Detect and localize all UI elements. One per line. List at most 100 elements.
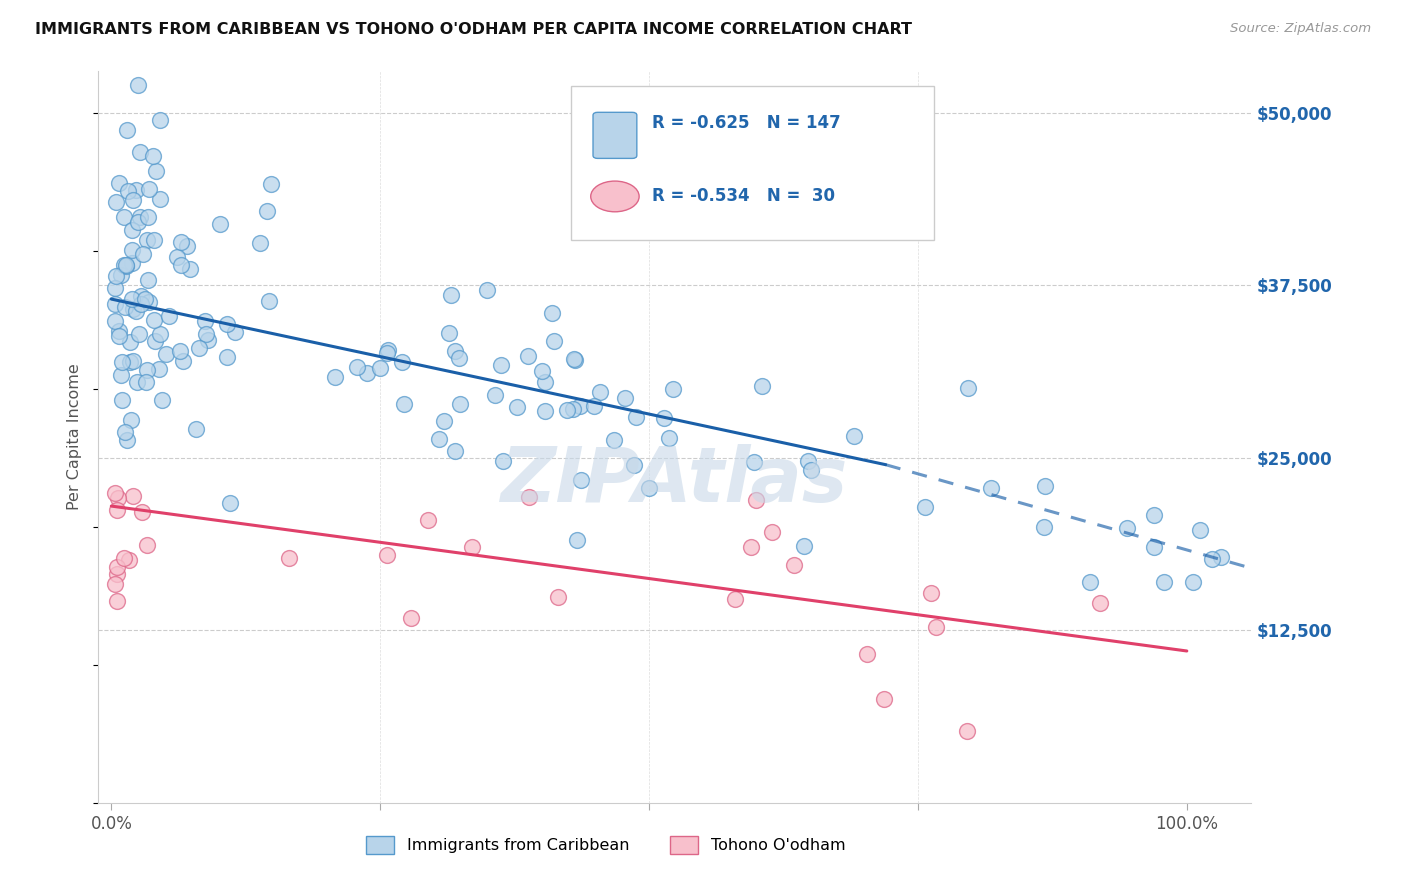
Point: [449, 397, 471, 411]
Point: [1143, 540, 1166, 554]
Text: IMMIGRANTS FROM CARIBBEAN VS TOHONO O'ODHAM PER CAPITA INCOME CORRELATION CHART: IMMIGRANTS FROM CARIBBEAN VS TOHONO O'OD…: [35, 22, 912, 37]
Point: [588, 385, 610, 400]
Point: [170, 258, 193, 272]
Point: [219, 496, 242, 510]
Point: [138, 182, 160, 196]
Point: [136, 233, 159, 247]
Point: [104, 486, 127, 500]
Point: [121, 413, 143, 427]
Point: [121, 193, 143, 207]
Point: [150, 393, 173, 408]
Point: [103, 281, 125, 295]
Point: [489, 359, 512, 373]
Point: [534, 375, 557, 389]
Point: [105, 594, 128, 608]
Point: [956, 723, 979, 738]
Point: [920, 586, 942, 600]
Point: [565, 533, 588, 547]
Point: [260, 177, 283, 191]
Point: [377, 343, 399, 358]
Point: [117, 184, 139, 198]
Point: [800, 463, 823, 477]
Point: [256, 203, 278, 218]
Point: [111, 393, 134, 408]
Point: [224, 325, 246, 339]
Point: [215, 350, 238, 364]
Point: [517, 490, 540, 504]
Point: [623, 458, 645, 472]
Point: [429, 432, 451, 446]
Point: [136, 273, 159, 287]
Point: [128, 327, 150, 342]
Point: [249, 235, 271, 250]
Point: [1201, 552, 1223, 566]
Point: [157, 309, 180, 323]
Point: [277, 550, 299, 565]
Point: [783, 558, 806, 573]
Point: [110, 268, 132, 282]
Point: [1116, 521, 1139, 535]
Point: [125, 183, 148, 197]
Point: [444, 444, 467, 458]
Point: [135, 376, 157, 390]
Point: [121, 256, 143, 270]
Point: [104, 577, 127, 591]
Point: [134, 292, 156, 306]
Point: [856, 647, 879, 661]
Point: [638, 482, 661, 496]
Point: [115, 433, 138, 447]
Point: [1033, 520, 1056, 534]
Point: [325, 370, 347, 384]
Point: [125, 303, 148, 318]
Point: [614, 391, 637, 405]
Point: [1209, 550, 1232, 565]
Point: [105, 567, 128, 582]
Point: [132, 247, 155, 261]
Point: [742, 455, 765, 469]
Point: [416, 512, 439, 526]
Point: [533, 404, 555, 418]
Point: [129, 296, 152, 310]
Point: [112, 258, 135, 272]
Point: [506, 401, 529, 415]
Point: [194, 314, 217, 328]
Point: [956, 381, 979, 395]
Point: [176, 239, 198, 253]
Y-axis label: Per Capita Income: Per Capita Income: [67, 364, 83, 510]
Point: [215, 317, 238, 331]
FancyBboxPatch shape: [593, 112, 637, 159]
Point: [135, 363, 157, 377]
Point: [624, 409, 647, 424]
Point: [1078, 574, 1101, 589]
Point: [138, 295, 160, 310]
Point: [1143, 508, 1166, 522]
Point: [433, 414, 456, 428]
Point: [128, 210, 150, 224]
Point: [484, 388, 506, 402]
Point: [125, 375, 148, 389]
Point: [569, 473, 592, 487]
Point: [439, 326, 461, 340]
Point: [195, 327, 218, 342]
Point: [107, 491, 129, 506]
Point: [530, 364, 553, 378]
Point: [740, 540, 762, 554]
Point: [1153, 574, 1175, 589]
Point: [751, 379, 773, 393]
Point: [761, 524, 783, 539]
Point: [170, 235, 193, 250]
Point: [127, 78, 149, 92]
Point: [122, 301, 145, 316]
Point: [444, 344, 467, 359]
Point: [540, 306, 562, 320]
Point: [143, 313, 166, 327]
Point: [115, 122, 138, 136]
Circle shape: [591, 181, 640, 211]
Point: [149, 326, 172, 341]
Point: [104, 268, 127, 283]
Point: [121, 243, 143, 257]
Point: [142, 149, 165, 163]
Point: [543, 334, 565, 348]
Point: [662, 382, 685, 396]
Point: [179, 262, 201, 277]
